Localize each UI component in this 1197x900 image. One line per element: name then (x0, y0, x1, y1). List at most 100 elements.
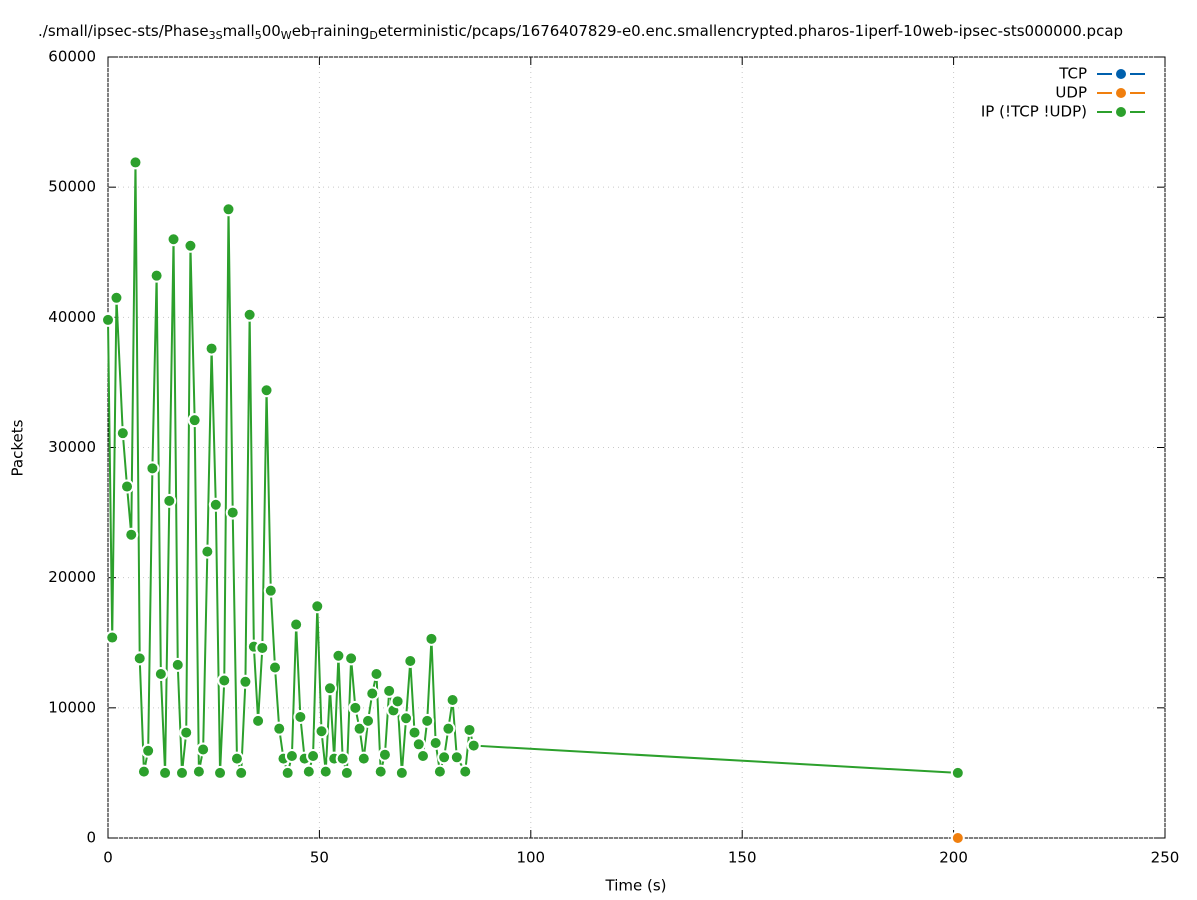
data-point (136, 764, 151, 779)
y-tick-label: 20000 (48, 568, 96, 586)
data-point (407, 725, 422, 740)
data-point (365, 686, 380, 701)
data-point (437, 750, 452, 765)
data-point (382, 683, 397, 698)
data-point (445, 693, 460, 708)
data-point (301, 764, 316, 779)
data-point (394, 765, 409, 780)
x-axis-label: Time (s) (605, 877, 667, 895)
data-point (415, 748, 430, 763)
data-point (120, 479, 135, 494)
data-point (399, 711, 414, 726)
data-point (183, 238, 198, 253)
y-tick-label: 10000 (48, 698, 96, 716)
data-point (950, 831, 965, 845)
data-point (145, 461, 160, 476)
data-point (331, 648, 346, 663)
data-point (128, 155, 143, 170)
data-point (950, 765, 965, 780)
data-point (105, 630, 120, 645)
data-point (335, 751, 350, 766)
data-point (221, 202, 236, 217)
x-tick-label: 0 (103, 849, 113, 867)
data-point (204, 341, 219, 356)
x-tick-label: 100 (516, 849, 545, 867)
data-point (251, 713, 266, 728)
x-tick-label: 250 (1151, 849, 1180, 867)
data-point (174, 765, 189, 780)
series-line (107, 162, 958, 777)
data-point (466, 738, 481, 753)
data-point (428, 735, 443, 750)
data-point (348, 700, 363, 715)
data-point (373, 764, 388, 779)
title-subscript: 5 (255, 29, 262, 42)
data-point (200, 544, 215, 559)
data-point (411, 737, 426, 752)
title-part: eterministic/pcaps/1676407829-e0.enc.sma… (378, 22, 1123, 40)
data-point (132, 651, 147, 666)
data-point (153, 666, 168, 681)
data-point (449, 750, 464, 765)
data-point (403, 653, 418, 668)
data-point (377, 747, 392, 762)
data-point (115, 426, 130, 441)
data-point (238, 674, 253, 689)
data-point (217, 673, 232, 688)
data-point (352, 721, 367, 736)
data-point (234, 765, 249, 780)
data-point (187, 413, 202, 428)
title-part: 00 (262, 22, 281, 40)
data-point (263, 583, 278, 598)
data-point (179, 725, 194, 740)
data-point (462, 722, 477, 737)
data-point (420, 713, 435, 728)
x-tick-label: 150 (728, 849, 757, 867)
data-point (255, 640, 270, 655)
data-point (361, 713, 376, 728)
title-part: ./small/ipsec-sts/Phase (38, 22, 209, 40)
legend-marker (1116, 107, 1126, 117)
data-point (213, 765, 228, 780)
data-point (280, 765, 295, 780)
data-point (208, 497, 223, 512)
data-point (268, 660, 283, 675)
data-point (170, 657, 185, 672)
data-point (158, 765, 173, 780)
data-point (259, 383, 274, 398)
data-point (124, 527, 139, 542)
data-point (293, 709, 308, 724)
legend-marker (1116, 69, 1126, 79)
data-point (458, 764, 473, 779)
data-point (322, 681, 337, 696)
y-tick-label: 60000 (48, 48, 96, 66)
title-subscript: 3S (209, 29, 223, 42)
legend-label: TCP (1058, 65, 1087, 83)
data-point (390, 694, 405, 709)
data-point (196, 742, 211, 757)
data-point (356, 751, 371, 766)
data-point (289, 617, 304, 632)
title-part: raining (317, 22, 369, 40)
data-point (242, 307, 257, 322)
data-point (441, 721, 456, 736)
data-point (149, 268, 164, 283)
data-point (424, 631, 439, 646)
data-point (109, 290, 124, 305)
chart-title: ./small/ipsec-sts/Phase3Small500WebTrain… (38, 22, 1123, 43)
title-subscript: D (369, 29, 377, 42)
data-point (339, 765, 354, 780)
legend-marker (1116, 88, 1126, 98)
data-point (310, 599, 325, 614)
y-tick-label: 50000 (48, 178, 96, 196)
y-tick-label: 30000 (48, 438, 96, 456)
y-tick-label: 40000 (48, 308, 96, 326)
data-point (101, 312, 115, 327)
title-subscript: W (281, 29, 292, 42)
data-point (432, 764, 447, 779)
data-point (306, 748, 321, 763)
data-point (166, 232, 181, 247)
x-tick-label: 200 (939, 849, 968, 867)
data-point (344, 651, 359, 666)
